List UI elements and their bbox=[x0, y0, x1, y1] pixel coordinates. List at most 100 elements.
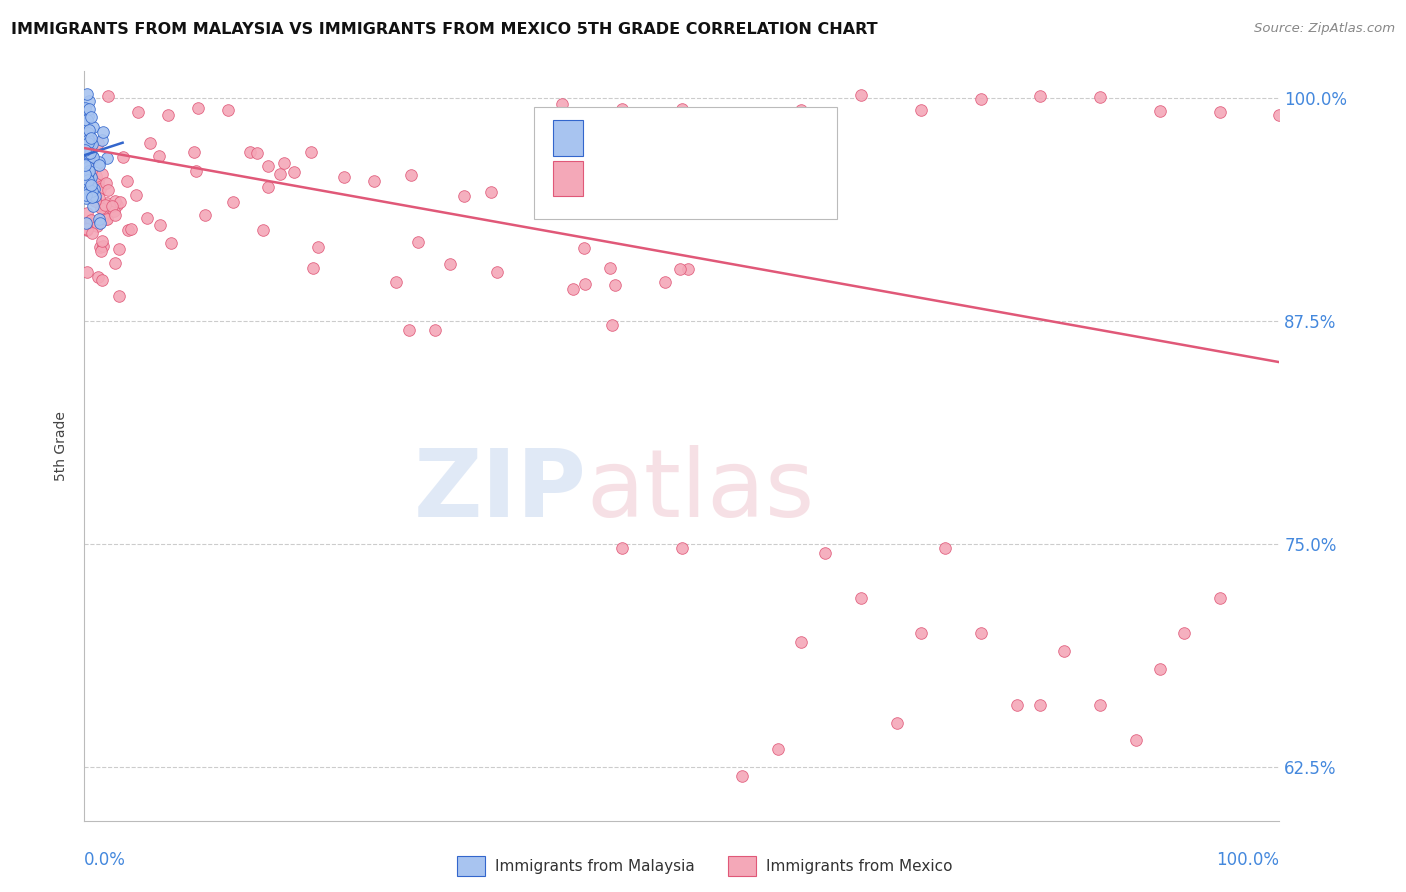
Point bbox=[127, 104, 149, 119]
Text: N=: N= bbox=[689, 131, 718, 145]
Text: 137: 137 bbox=[738, 171, 770, 186]
Point bbox=[84, 192, 107, 206]
Point bbox=[283, 165, 305, 179]
Point bbox=[79, 145, 101, 160]
Point bbox=[77, 94, 100, 108]
Text: -0.388: -0.388 bbox=[637, 171, 692, 186]
Point bbox=[91, 133, 114, 147]
Point bbox=[1090, 698, 1112, 712]
Point bbox=[117, 223, 139, 237]
Point bbox=[73, 124, 96, 138]
Point bbox=[76, 176, 98, 190]
Point bbox=[80, 212, 103, 227]
Point bbox=[479, 186, 502, 200]
Text: R =: R = bbox=[595, 171, 628, 186]
Point bbox=[676, 164, 699, 178]
Point bbox=[256, 159, 278, 173]
Point bbox=[77, 146, 100, 161]
Point bbox=[605, 277, 627, 292]
Point bbox=[76, 222, 98, 236]
Point bbox=[80, 189, 103, 203]
Point bbox=[217, 103, 239, 117]
Point bbox=[80, 110, 103, 124]
Point bbox=[75, 186, 97, 200]
Point bbox=[269, 167, 291, 181]
Point bbox=[731, 769, 754, 783]
Point bbox=[384, 275, 406, 289]
Point bbox=[423, 323, 446, 337]
Point bbox=[1149, 662, 1171, 676]
Point bbox=[574, 241, 596, 255]
Point bbox=[546, 201, 568, 215]
Point bbox=[333, 170, 356, 185]
Point bbox=[1268, 108, 1291, 122]
Point bbox=[77, 149, 100, 163]
Point bbox=[612, 102, 634, 116]
Point bbox=[86, 219, 108, 234]
Point bbox=[101, 199, 124, 213]
Point bbox=[96, 196, 118, 211]
Point bbox=[77, 164, 100, 178]
Point bbox=[970, 92, 993, 106]
Point bbox=[104, 255, 127, 269]
Point bbox=[91, 125, 114, 139]
Point bbox=[87, 158, 110, 172]
Point bbox=[77, 216, 100, 230]
Point bbox=[273, 156, 295, 170]
Point bbox=[612, 541, 634, 555]
Point bbox=[104, 209, 127, 223]
Point bbox=[73, 158, 96, 172]
Point bbox=[73, 143, 96, 157]
Point bbox=[82, 136, 104, 151]
Point bbox=[83, 186, 105, 201]
Text: atlas: atlas bbox=[586, 445, 814, 537]
Point bbox=[302, 260, 325, 275]
Point bbox=[83, 194, 105, 208]
Text: ZIP: ZIP bbox=[413, 445, 586, 537]
Point bbox=[87, 136, 110, 150]
Point bbox=[91, 239, 114, 253]
Point bbox=[87, 270, 110, 285]
Point bbox=[551, 96, 574, 111]
Point bbox=[149, 218, 172, 232]
Point bbox=[96, 151, 118, 165]
Text: 100.0%: 100.0% bbox=[1216, 851, 1279, 869]
Point bbox=[671, 541, 693, 555]
Point bbox=[89, 216, 111, 230]
Point bbox=[84, 179, 107, 194]
Point bbox=[135, 211, 157, 225]
Point bbox=[83, 182, 105, 196]
Point bbox=[91, 273, 114, 287]
Point bbox=[120, 222, 142, 236]
Point bbox=[80, 170, 103, 185]
Point bbox=[77, 155, 100, 169]
Point bbox=[790, 103, 813, 118]
Point bbox=[73, 166, 96, 180]
Point bbox=[79, 183, 101, 197]
Point bbox=[76, 170, 98, 185]
Point bbox=[486, 265, 509, 279]
Point bbox=[75, 216, 97, 230]
Text: R =: R = bbox=[595, 131, 628, 145]
Point bbox=[75, 129, 97, 144]
Point bbox=[112, 150, 135, 164]
Point bbox=[77, 128, 100, 142]
Text: Immigrants from Mexico: Immigrants from Mexico bbox=[766, 859, 953, 873]
Point bbox=[139, 136, 162, 150]
Point bbox=[239, 145, 262, 159]
Point bbox=[1173, 626, 1195, 640]
Point bbox=[1209, 105, 1232, 120]
Point bbox=[105, 198, 128, 212]
Point bbox=[76, 130, 98, 145]
Point bbox=[77, 172, 100, 186]
Point bbox=[76, 265, 98, 279]
Point bbox=[73, 167, 96, 181]
Point bbox=[814, 546, 837, 560]
Point bbox=[73, 101, 96, 115]
Point bbox=[75, 116, 97, 130]
Point bbox=[910, 626, 932, 640]
Point bbox=[252, 223, 274, 237]
Point bbox=[82, 150, 104, 164]
Point bbox=[76, 136, 98, 150]
Point bbox=[257, 180, 280, 194]
